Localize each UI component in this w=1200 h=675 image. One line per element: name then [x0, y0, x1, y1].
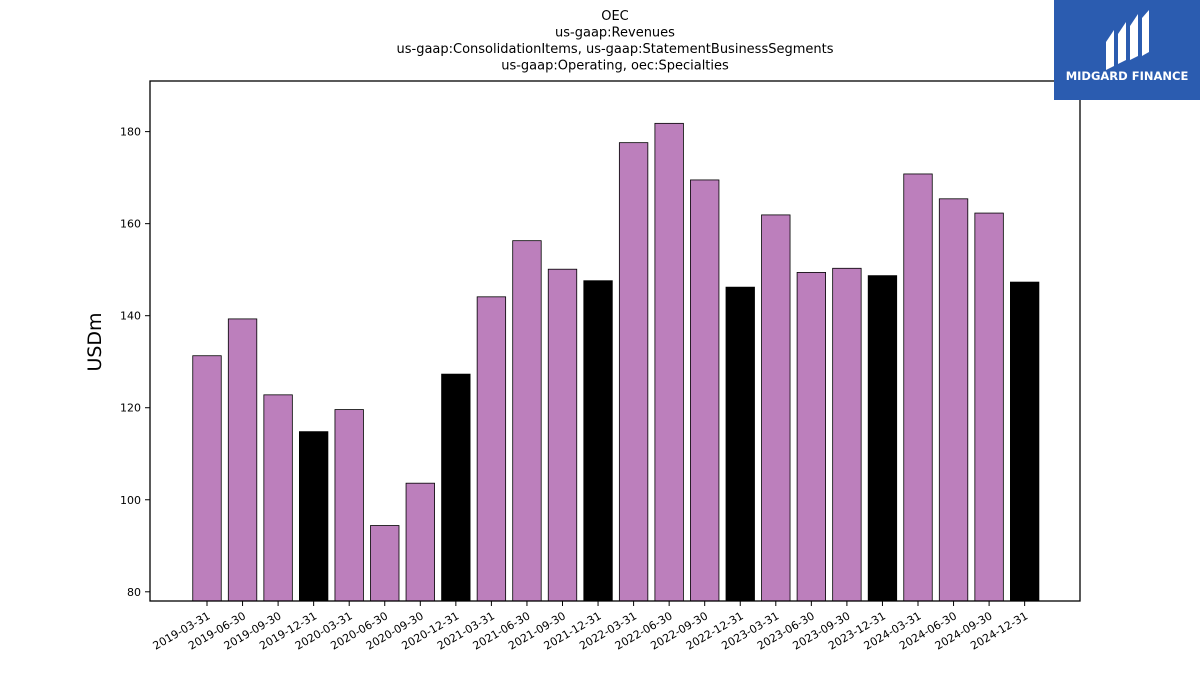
bar-2022-09-30 — [690, 179, 720, 602]
bar-2024-09-30 — [974, 212, 1004, 602]
title-line: us-gaap:Revenues — [555, 26, 675, 41]
y-tick-label: 160 — [120, 218, 141, 231]
bar-2024-03-31 — [903, 173, 933, 602]
bar-2023-03-31 — [761, 214, 791, 602]
y-axis-label: USDm — [84, 312, 106, 371]
bar-2019-12-31 — [298, 431, 329, 602]
bar-2020-06-30 — [370, 525, 400, 602]
chart-title: OEC us-gaap:Revenuesus-gaap:Consolidation… — [396, 9, 833, 74]
bar-2021-06-30 — [512, 240, 542, 602]
x-ticks: 2019-03-312019-06-302019-09-302019-12-31… — [151, 601, 1030, 653]
midgard-logo-icon — [1106, 10, 1149, 70]
bar-2020-12-31 — [441, 373, 471, 602]
y-tick-label: 100 — [120, 494, 141, 507]
y-tick-label: 120 — [120, 402, 141, 415]
bar-2023-12-31 — [867, 275, 898, 602]
bar-2023-09-30 — [832, 267, 862, 602]
y-tick-label: 140 — [120, 310, 141, 323]
bar-2022-12-31 — [725, 286, 755, 602]
axes — [149, 80, 1081, 602]
bar-2019-03-31 — [192, 355, 222, 602]
logo-background — [1054, 0, 1200, 100]
bar-2020-03-31 — [334, 409, 364, 602]
plot-frame — [149, 80, 1081, 602]
bar-2022-03-31 — [618, 142, 649, 602]
y-tick-label: 180 — [120, 126, 141, 139]
title-line: OEC — [601, 9, 629, 24]
bar-2021-09-30 — [547, 268, 578, 602]
bar-2022-06-30 — [654, 122, 684, 602]
logo-text: MIDGARD FINANCE — [1066, 69, 1189, 83]
bar-2023-06-30 — [796, 272, 826, 602]
bar-2024-06-30 — [938, 198, 969, 602]
bars — [192, 122, 1040, 602]
bar-2019-06-30 — [227, 318, 258, 602]
bar-2021-03-31 — [476, 296, 507, 602]
title-line: us-gaap:ConsolidationItems, us-gaap:Stat… — [396, 42, 833, 57]
bar-2021-12-31 — [583, 280, 613, 602]
bar-2019-09-30 — [263, 394, 293, 602]
title-line: us-gaap:Operating, oec:Specialties — [501, 59, 729, 74]
bar-2020-09-30 — [405, 482, 435, 602]
bar-2024-12-31 — [1010, 281, 1040, 602]
midgard-finance-logo: MIDGARD FINANCE — [1054, 0, 1200, 100]
y-ticks: 80 100 120 140 160 180 — [120, 126, 150, 599]
y-tick-label: 80 — [127, 586, 141, 599]
